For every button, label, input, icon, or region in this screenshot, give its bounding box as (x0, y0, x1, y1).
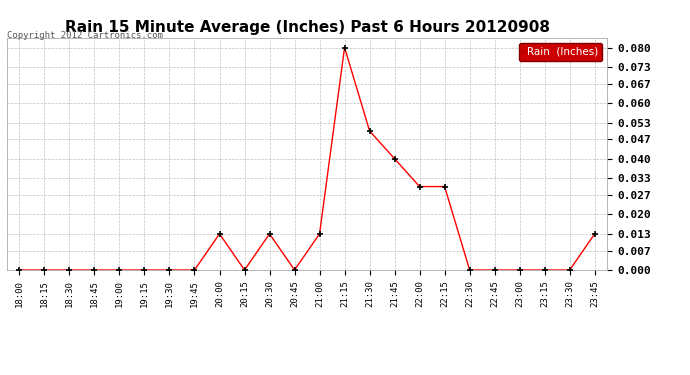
Text: Copyright 2012 Cartronics.com: Copyright 2012 Cartronics.com (7, 30, 163, 39)
Legend: Rain  (Inches): Rain (Inches) (520, 43, 602, 61)
Title: Rain 15 Minute Average (Inches) Past 6 Hours 20120908: Rain 15 Minute Average (Inches) Past 6 H… (65, 20, 549, 35)
